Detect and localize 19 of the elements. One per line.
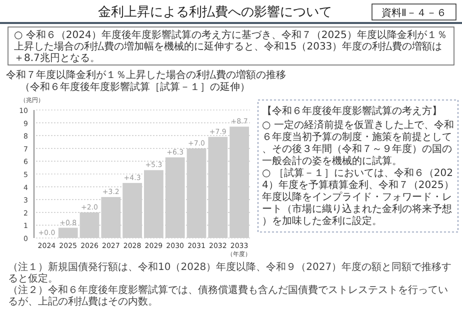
text: ○ 一定の経済前提を仮置きした上で、令和６年度当初予算の制度・施策を前提として、その後３年間（令和７～９年度）の国の一般会計の姿を機械的に試算。: [262, 119, 454, 167]
text: （注２）令和６年度後年度影響試算では、債務償還費も含んだ国債費でストレステストを行っているが、上記の利払費はその内数。: [8, 284, 448, 308]
text: ○ ［試算－１］においては、令和６（2024）年度を予算積算金利、令和７（2025）年度以降をインプライド・フォワード・レート（市場に織り込まれた金利の将来予想）を加味した金利に設定。: [262, 167, 454, 227]
chart-title: 金利上昇による利払費への影響について: [98, 5, 332, 20]
text: ○ 令和６（2024）年度後年度影響試算の考え方に基づき、令和７（2025）年度以降金利が１％上昇した場合の利払費の増加幅を機械的に延伸すると、令和15（2033）年度の利払費の増額は＋8.7兆円となる。: [14, 29, 447, 64]
text: 資料Ⅱ－４－６: [382, 7, 446, 19]
bar: [101, 197, 121, 238]
bar: [186, 148, 206, 238]
bar: [230, 126, 249, 238]
bar: [165, 157, 185, 238]
bar: [144, 170, 164, 238]
text: 【令和６年度後年度影響試算の考え方】: [262, 105, 442, 117]
bar: [58, 228, 78, 238]
bar: [122, 182, 142, 238]
bar: [208, 136, 228, 238]
bar: [80, 212, 100, 238]
text: （注１）新規国債発行額は、令和10（2028）年度以降、令和９（2027）年度の額と同額で推移すると仮定。: [8, 261, 452, 284]
chart-subtitle: 令和７年度以降金利が１％上昇した場合の利払費の増額の推移: [6, 69, 286, 81]
text: （令和６年度後年度影響試算［試算－１］の延伸）: [20, 81, 250, 93]
